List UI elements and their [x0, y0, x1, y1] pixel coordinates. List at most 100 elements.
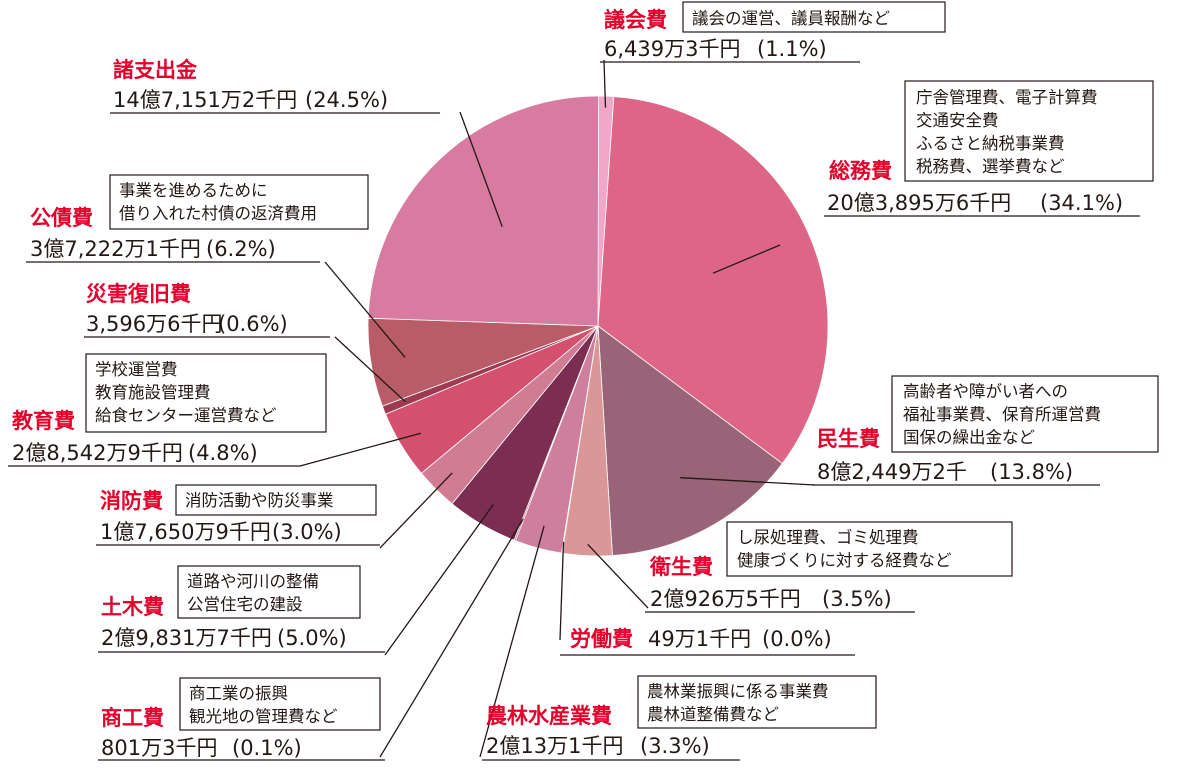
label-group-kyoiku: 学校運営費 教育施設管理費 給食センター運営費など 教育費 2億8,542万9千… — [12, 353, 327, 465]
slice-percent-kyoiku: (4.8%) — [188, 441, 258, 465]
description-kyoiku-line2: 教育施設管理費 — [95, 383, 211, 402]
slice-amount-somu: 20億3,895万6千円 — [827, 191, 1011, 215]
description-somu-line4: 税務費、選挙費など — [916, 157, 1065, 176]
description-shoko-line1: 商工業の振興 — [189, 684, 288, 703]
description-somu-line1: 庁舎管理費、電子計算費 — [916, 88, 1098, 107]
label-group-somu: 庁舎管理費、電子計算費 交通安全費 ふるさと納税事業費 税務費、選挙費など 総務… — [827, 80, 1154, 215]
slice-amount-eisei: 2億926万5千円 — [650, 587, 801, 611]
leader-line-8 — [379, 472, 453, 549]
pie-slice-2 — [597, 325, 783, 556]
slice-amount-minsei: 8億2,449万2千 — [817, 460, 967, 484]
slice-amount-gikai: 6,439万3千円 — [604, 37, 740, 61]
slice-amount-kyoiku: 2億8,542万9千円 — [12, 441, 183, 465]
description-shoko-line2: 観光地の管理費など — [189, 707, 338, 726]
slice-amount-doboku: 2億9,831万7千円 — [101, 626, 272, 650]
slice-name-kosai: 公債費 — [30, 206, 93, 230]
slice-name-minsei: 民生費 — [817, 427, 880, 451]
slice-percent-minsei: (13.8%) — [990, 460, 1073, 484]
description-kyoiku-line3: 給食センター運営費など — [95, 406, 277, 425]
leader-line-3 — [587, 543, 649, 609]
label-group-shoko: 商工業の振興 観光地の管理費など 商工費 801万3千円 (0.1%) — [101, 677, 381, 760]
leader-lines — [8, 59, 1140, 761]
leader-line-2 — [680, 477, 816, 486]
description-somu-line2: 交通安全費 — [916, 111, 999, 130]
leader-line-0 — [603, 59, 607, 108]
slice-percent-shobo: (3.0%) — [272, 520, 342, 544]
slice-percent-norin: (3.3%) — [640, 734, 710, 758]
leader-line-1 — [712, 244, 781, 274]
description-box-kyoiku — [85, 353, 327, 433]
slice-amount-saigai: 3,596万6千円 — [86, 312, 222, 336]
description-box-minsei — [891, 375, 1159, 453]
slice-percent-shoshishutsu: (24.5%) — [305, 88, 388, 112]
slice-amount-shobo: 1億7,650万9千円 — [100, 520, 271, 544]
pie-slice-12 — [367, 95, 599, 327]
label-group-norin: 農林業振興に係る事業費 農林道整備費など 農林水産業費 2億13万1千円 (3.… — [486, 675, 877, 758]
description-box-norin — [637, 675, 877, 729]
description-box-somu — [904, 80, 1154, 182]
description-box-doboku — [177, 565, 361, 619]
leader-line-4 — [559, 541, 565, 641]
slice-name-doboku: 土木費 — [101, 595, 164, 619]
label-group-doboku: 道路や河川の整備 公営住宅の建設 土木費 2億9,831万7千円 (5.0%) — [101, 565, 361, 650]
slice-amount-norin: 2億13万1千円 — [486, 734, 623, 758]
label-group-kosai: 事業を進めるために 借り入れた村債の返済費用 公債費 3億7,222万1千円 (… — [30, 174, 369, 261]
slice-amount-kosai: 3億7,222万1千円 — [30, 237, 201, 261]
slice-percent-kosai: (6.2%) — [206, 237, 276, 261]
leader-line-9 — [299, 432, 422, 467]
description-kosai-line1: 事業を進めるために — [119, 181, 268, 200]
slice-name-shoshishutsu: 諸支出金 — [113, 58, 198, 82]
slice-amount-shoko: 801万3千円 — [101, 736, 217, 760]
leader-line-5 — [479, 525, 545, 758]
description-doboku-line2: 公営住宅の建設 — [187, 595, 303, 614]
leader-line-6 — [379, 518, 524, 758]
description-box-shobo — [175, 484, 377, 516]
label-group-eisei: し尿処理費、ゴミ処理費 健康づくりに対する経費など 衛生費 2億926万5千円 … — [649, 521, 1013, 611]
slice-percent-eisei: (3.5%) — [822, 587, 892, 611]
leader-line-7 — [384, 504, 494, 656]
label-group-shoshishutsu: 諸支出金 14億7,151万2千円 (24.5%) — [113, 58, 388, 112]
slice-amount-shoshishutsu: 14億7,151万2千円 — [113, 88, 297, 112]
description-box-eisei — [726, 521, 1013, 577]
leader-line-12 — [459, 111, 503, 227]
description-minsei-line3: 国保の繰出金など — [903, 428, 1036, 447]
description-doboku-line1: 道路や河川の整備 — [187, 572, 319, 591]
slice-name-somu: 総務費 — [829, 159, 892, 183]
description-kyoiku-line1: 学校運営費 — [95, 360, 178, 379]
label-group-gikai: 議会の運営、議員報酬など 議会費 6,439万3千円 (1.1%) — [604, 1, 946, 61]
description-somu-line3: ふるさと納税事業費 — [916, 134, 1065, 153]
slice-amount-rodo: 49万1千円 — [648, 627, 751, 651]
leader-line-10 — [334, 336, 406, 403]
description-eisei-line2: 健康づくりに対する経費など — [737, 551, 952, 570]
slice-name-kyoiku: 教育費 — [12, 409, 75, 433]
pie-slice-1 — [597, 96, 829, 465]
description-minsei-line2: 福祉事業費、保育所運営費 — [903, 405, 1101, 424]
description-box-kosai — [109, 174, 369, 230]
slice-percent-saigai: (0.6%) — [218, 312, 288, 336]
description-eisei-line1: し尿処理費、ゴミ処理費 — [737, 527, 919, 547]
slice-name-eisei: 衛生費 — [649, 555, 713, 579]
slice-percent-somu: (34.1%) — [1040, 191, 1123, 215]
label-group-saigai: 災害復旧費 3,596万6千円 (0.6%) — [86, 282, 288, 336]
description-shobo-line1: 消防活動や防災事業 — [185, 491, 334, 510]
description-gikai-line1: 議会の運営、議員報酬など — [692, 9, 891, 28]
slice-name-shoko: 商工費 — [101, 706, 164, 730]
label-group-rodo: 労働費 49万1千円 (0.0%) — [570, 627, 832, 651]
slice-name-shobo: 消防費 — [100, 489, 163, 513]
leader-line-11 — [324, 261, 406, 358]
description-kosai-line2: 借り入れた村債の返済費用 — [119, 204, 317, 223]
description-minsei-line1: 高齢者や障がい者への — [903, 382, 1068, 401]
description-box-shoko — [179, 677, 381, 731]
description-norin-line1: 農林業振興に係る事業費 — [647, 682, 829, 701]
slice-name-gikai: 議会費 — [604, 8, 667, 32]
slice-percent-rodo: (0.0%) — [762, 627, 832, 651]
label-group-minsei: 高齢者や障がい者への 福祉事業費、保育所運営費 国保の繰出金など 民生費 8億2… — [817, 375, 1159, 484]
slice-percent-doboku: (5.0%) — [277, 626, 347, 650]
slice-name-rodo: 労働費 — [570, 627, 633, 651]
slice-percent-gikai: (1.1%) — [757, 37, 827, 61]
description-norin-line2: 農林道整備費など — [647, 705, 780, 724]
description-box-gikai — [682, 1, 946, 33]
slice-percent-shoko: (0.1%) — [232, 736, 302, 760]
slice-name-norin: 農林水産業費 — [486, 704, 612, 728]
